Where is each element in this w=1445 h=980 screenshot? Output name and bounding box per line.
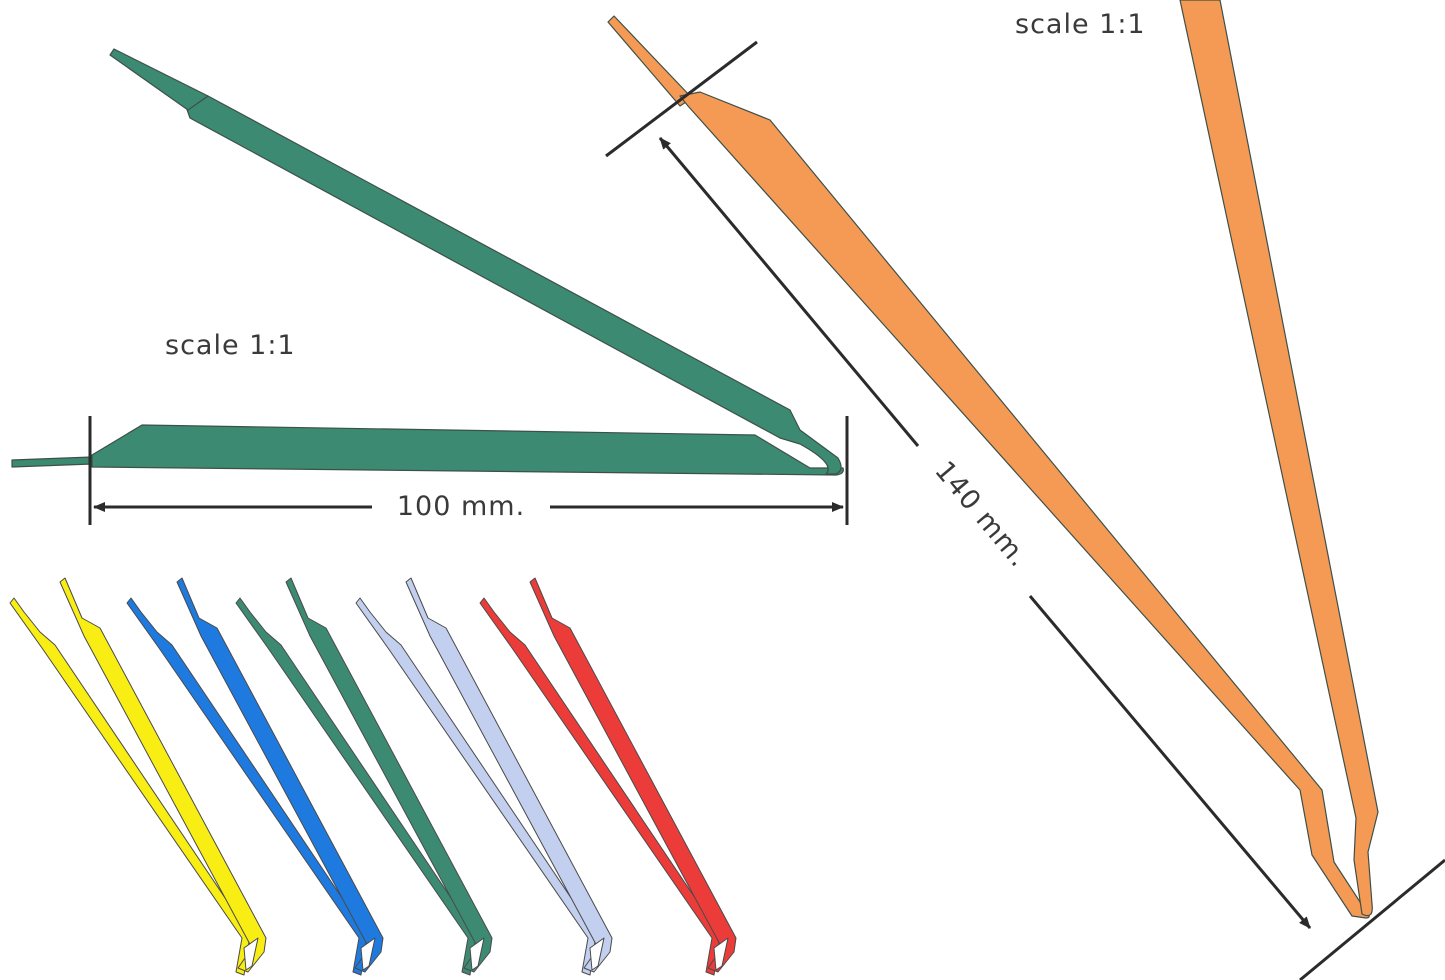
orange-tab-blade: [679, 91, 1370, 919]
scale-label-right: scale 1:1: [1015, 9, 1146, 40]
green-tab-upper-tail: [109, 48, 209, 111]
green-tab: [11, 48, 844, 476]
color-strip-blue-right-blade: [176, 577, 384, 973]
dim-140-bottom-tick: [1299, 858, 1445, 980]
color-strip-red-notch: [713, 937, 729, 971]
green-tab-lower-blade: [91, 424, 844, 476]
green-tab-upper-blade: [184, 95, 842, 475]
color-strip-yellow-right-blade: [59, 577, 267, 973]
color-strip-blue: [126, 577, 384, 976]
orange-tab-right-blade: [1179, 0, 1379, 917]
color-strip-green: [235, 577, 493, 976]
color-strip-green-notch: [469, 937, 485, 971]
color-strip-yellow: [9, 577, 267, 976]
orange-tab: [607, 0, 1379, 919]
dim-140-arrow-down: [1028, 595, 1312, 929]
color-strip-light-blue-notch: [589, 937, 605, 971]
color-strip-red: [479, 577, 737, 976]
scale-label-left: scale 1:1: [165, 330, 296, 361]
dim-140-top-tick: [605, 40, 758, 158]
color-strip-yellow-notch: [243, 937, 259, 971]
green-tab-tail: [11, 456, 93, 468]
dim-100-label: 100 mm.: [397, 491, 525, 522]
color-strip-light-blue-right-blade: [405, 577, 613, 973]
color-strip-blue-notch: [360, 937, 376, 971]
color-strip-red-right-blade: [529, 577, 737, 973]
dimension-100mm: 100 mm.: [88, 416, 849, 525]
color-strip-light-blue: [355, 577, 613, 976]
color-variants: [9, 577, 737, 976]
orange-tab-tail: [607, 15, 693, 107]
dim-140-arrow-up: [658, 137, 920, 447]
color-strip-green-right-blade: [285, 577, 493, 973]
